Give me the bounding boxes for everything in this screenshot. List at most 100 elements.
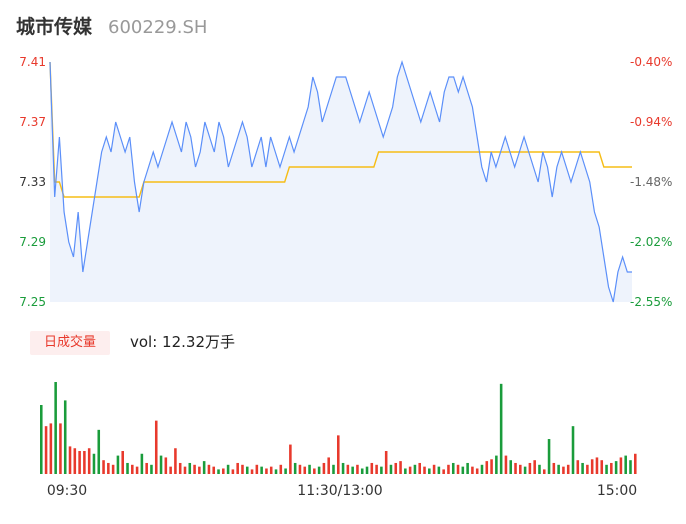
volume-bar [418,462,421,474]
volume-bar [471,466,474,474]
volume-bar [49,423,53,474]
volume-bar [293,462,297,474]
volume-bar [571,426,575,474]
volume-bar [40,405,43,474]
volume-bar [135,466,139,474]
volume-bar [509,460,513,474]
volume-bar [63,400,67,474]
volume-bar [456,464,460,474]
volume-bar [188,462,192,474]
volume-bar [217,469,220,474]
volume-bar [198,466,201,474]
volume-bar [154,420,158,474]
volume-bar [303,466,307,474]
volume-bar [178,462,182,474]
volume-bar [538,464,541,474]
volume-bar [447,464,450,474]
volume-bar [265,468,268,474]
volume-bar [586,464,589,474]
volume-bar [370,462,374,474]
volume-bar [475,468,479,474]
price-line [49,59,632,303]
volume-bar [562,466,565,474]
volume-bar [624,455,627,474]
volume-bar [495,455,498,474]
volume-bar [140,453,144,474]
volume-bar [97,429,101,474]
volume-bar [619,457,623,474]
stock-name: 城市传媒 [16,16,93,38]
volume-bar [634,453,637,474]
volume-bar [327,457,330,474]
volume-bar [380,466,383,474]
volume-bar [226,464,230,474]
volume-bar [44,426,48,474]
volume-bar [423,466,426,474]
volume-bar [600,460,604,474]
volume-bar [68,446,72,474]
volume-bar [590,459,594,474]
volume-bar [605,464,608,474]
volume-bar [432,464,436,474]
volume-bar [466,462,469,474]
volume-bar [322,462,326,474]
volume-bar [236,462,239,474]
volume-bar [351,466,354,474]
volume-bar [289,444,292,474]
volume-bar [404,468,407,474]
volume-bar [337,435,340,474]
volume-bar [308,464,311,474]
volume-bar [428,468,431,474]
volume-bar [174,448,177,474]
time-tick-label: 11:30/13:00 [297,483,382,499]
volume-bar [255,464,259,474]
volume-bar [164,457,168,474]
volume-bar [399,461,402,474]
volume-bar [629,460,632,474]
volume-bar [193,464,196,474]
volume-bar [83,451,86,474]
pct-tick-label: -0.40% [630,55,672,69]
volume-bar [461,466,465,474]
volume-bar [145,462,148,474]
volume-bar [274,469,278,474]
volume-bar [365,466,369,474]
volume-bar [131,464,134,474]
pct-tick-label: -0.94% [630,115,672,129]
volume-bar [499,383,503,474]
volume-bar [566,464,570,474]
volume-bar [485,461,489,474]
volume-bar [298,464,302,474]
volume-bar [394,462,398,474]
volume-bar [313,468,316,474]
volume-bar [284,468,287,474]
volume-bar [183,466,187,474]
volume-bar [557,464,560,474]
volume-bar [116,455,120,474]
volume-bar [595,457,599,474]
volume-bar [552,462,556,474]
volume-bar [384,451,388,474]
volume-bar [408,466,412,474]
volume-tab[interactable]: 日成交量 [30,331,110,355]
volume-bar [490,459,493,474]
volume-bar [150,464,153,474]
volume-bar [360,468,364,474]
volume-bar [610,462,613,474]
price-tick-label: 7.41 [19,55,46,69]
price-tick-label: 7.29 [19,235,46,249]
pct-tick-label: -2.02% [630,235,672,249]
volume-bar [78,451,81,474]
volume-bar [519,464,522,474]
volume-bar [346,464,350,474]
volume-bar [442,469,445,474]
volume-bar [576,460,580,474]
volume-bar [389,464,393,474]
price-area [50,62,632,302]
volume-bar [260,466,263,474]
volume-bar [107,462,110,474]
volume-bar [413,464,417,474]
volume-bar [73,448,77,474]
volume-bar [59,423,62,474]
